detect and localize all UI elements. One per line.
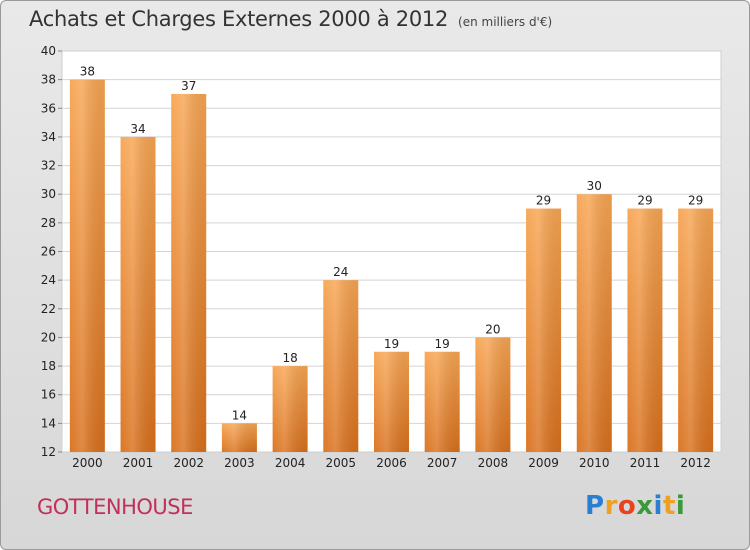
bar-group <box>627 208 663 452</box>
bar-group <box>221 423 257 452</box>
x-tick-label: 2011 <box>630 456 661 470</box>
bar-shine <box>374 351 409 452</box>
bar-shine <box>475 337 511 452</box>
bar-value-label: 19 <box>384 337 399 351</box>
logo-letter: t <box>662 491 676 521</box>
x-tick-label: 2005 <box>326 456 357 470</box>
y-tick-label: 20 <box>41 330 56 344</box>
bar-group <box>171 93 207 452</box>
x-tick-label: 2006 <box>376 456 407 470</box>
x-tick-label: 2012 <box>680 456 711 470</box>
city-name: GOTTENHOUSE <box>37 495 193 519</box>
bar-value-label: 20 <box>485 322 500 336</box>
logo-letter: i <box>675 491 686 521</box>
x-tick-label: 2008 <box>478 456 509 470</box>
bar-group <box>678 208 714 452</box>
bar-value-label: 37 <box>181 79 196 93</box>
x-tick-label: 2001 <box>123 456 154 470</box>
bar-value-label: 29 <box>688 194 703 208</box>
y-tick-label: 14 <box>41 416 56 430</box>
bar-shine <box>120 136 156 452</box>
y-tick-label: 16 <box>41 388 56 402</box>
bar-group <box>475 337 511 452</box>
y-tick-label: 28 <box>41 216 56 230</box>
bar-shine <box>221 423 257 452</box>
y-tick-label: 36 <box>41 101 56 115</box>
y-tick-label: 26 <box>41 245 56 259</box>
y-tick-label: 32 <box>41 159 56 173</box>
bar-shine <box>424 351 460 452</box>
x-axis: 2000 2001 2002 2003 2004 2005 2006 2007 2008 2009… <box>72 456 711 470</box>
x-tick-label: 2004 <box>275 456 306 470</box>
y-tick-label: 34 <box>41 130 56 144</box>
logo-letter: i <box>653 491 663 521</box>
bar-shine <box>627 208 663 452</box>
logo-letter: r <box>604 491 618 521</box>
y-tick-label: 18 <box>41 359 56 373</box>
y-tick-label: 30 <box>41 187 56 201</box>
x-tick-label: 2009 <box>528 456 559 470</box>
bar-value-label: 29 <box>637 194 652 208</box>
bar-group <box>424 351 460 452</box>
chart-title: Achats et Charges Externes 2000 à 2012 (e… <box>29 7 552 31</box>
logo-letter: P <box>585 491 605 521</box>
x-tick-label: 2007 <box>427 456 458 470</box>
bar-value-label: 30 <box>587 179 602 193</box>
bar-group <box>120 136 156 452</box>
y-tick-label: 22 <box>41 302 56 316</box>
y-tick-label: 40 <box>41 44 56 58</box>
bar-shine <box>526 208 562 452</box>
bar-shine <box>69 79 105 453</box>
bar-group <box>526 208 562 452</box>
chart-title-text: Achats et Charges Externes 2000 à 2012 <box>29 7 449 31</box>
y-axis: 12 14 16 18 20 22 24 26 28 30 32 34 36 38 40 <box>41 44 62 459</box>
bar-group <box>323 280 359 452</box>
x-tick-label: 2000 <box>72 456 103 470</box>
bar-shine <box>678 208 714 452</box>
bar-value-label: 38 <box>80 65 95 79</box>
bars: 38 34 37 14 18 24 19 19 20 29 30 29 29 <box>69 65 714 453</box>
bar-shine <box>272 366 308 452</box>
proxiti-logo: Proxiti <box>585 491 685 521</box>
logo-letter: x <box>636 491 654 521</box>
bar-shine <box>323 280 359 452</box>
chart-unit: (en milliers d'€) <box>458 15 553 29</box>
bar-shine <box>171 93 207 452</box>
bar-group <box>374 351 409 452</box>
logo-letter: o <box>617 491 637 521</box>
bar-shine <box>576 194 612 452</box>
bar-value-label: 24 <box>333 265 348 279</box>
x-tick-label: 2002 <box>173 456 204 470</box>
x-tick-label: 2003 <box>224 456 255 470</box>
y-tick-label: 12 <box>41 445 56 459</box>
bar-group <box>272 366 308 452</box>
x-tick-label: 2010 <box>579 456 610 470</box>
bar-group <box>69 79 105 453</box>
bar-value-label: 14 <box>232 408 247 422</box>
bar-value-label: 34 <box>130 122 145 136</box>
bar-value-label: 18 <box>282 351 297 365</box>
bar-value-label: 29 <box>536 194 551 208</box>
y-tick-label: 38 <box>41 73 56 87</box>
y-tick-label: 24 <box>41 273 56 287</box>
bar-group <box>576 194 612 452</box>
bar-value-label: 19 <box>435 337 450 351</box>
